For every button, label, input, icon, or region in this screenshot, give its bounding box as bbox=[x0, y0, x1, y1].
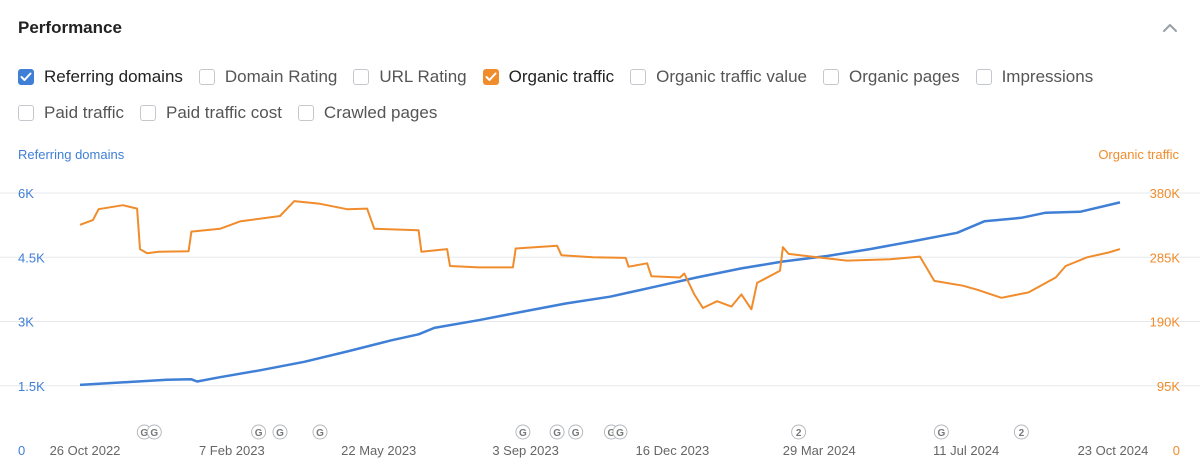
metric-selector: Referring domains Domain Rating URL Rati… bbox=[18, 66, 1188, 138]
marker-label: 2 bbox=[1019, 428, 1025, 439]
metric-label: Referring domains bbox=[44, 67, 183, 86]
marker-label: G bbox=[572, 428, 580, 439]
google-update-marker: G bbox=[933, 424, 949, 440]
metric-url-rating[interactable]: URL Rating bbox=[353, 67, 467, 87]
metric-label: URL Rating bbox=[379, 67, 467, 86]
metric-organic-pages[interactable]: Organic pages bbox=[823, 67, 960, 87]
x-tick-label: 7 Feb 2023 bbox=[199, 443, 265, 458]
checkbox-checked[interactable] bbox=[482, 69, 499, 85]
marker-circle bbox=[549, 424, 565, 440]
google-update-marker: G bbox=[515, 424, 531, 440]
section-title: Performance bbox=[18, 18, 122, 37]
marker-label: G bbox=[276, 428, 284, 439]
checkbox[interactable] bbox=[18, 105, 34, 121]
marker-circle bbox=[272, 424, 288, 440]
google-update-marker: G bbox=[568, 424, 584, 440]
metric-label: Organic traffic bbox=[508, 67, 615, 86]
metric-crawled-pages[interactable]: Crawled pages bbox=[297, 103, 438, 123]
metric-label: Paid traffic cost bbox=[166, 103, 282, 122]
marker-circle bbox=[146, 424, 162, 440]
left-tick-label: 6K bbox=[18, 186, 34, 201]
annotation-count-marker: 2 bbox=[1013, 424, 1029, 440]
checkmark-icon bbox=[485, 72, 497, 81]
metric-label: Impressions bbox=[1001, 67, 1094, 86]
google-update-marker: G bbox=[251, 424, 267, 440]
metric-organic-traffic-value[interactable]: Organic traffic value bbox=[630, 67, 807, 87]
metric-label: Domain Rating bbox=[224, 67, 338, 86]
metric-paid-traffic[interactable]: Paid traffic bbox=[18, 103, 124, 123]
left-tick-label: 1.5K bbox=[18, 379, 45, 394]
marker-circle bbox=[933, 424, 949, 440]
metric-label: Paid traffic bbox=[44, 103, 125, 122]
google-update-marker: G bbox=[549, 424, 565, 440]
metric-label: Organic traffic value bbox=[656, 67, 807, 86]
right-tick-label: 380K bbox=[1150, 186, 1181, 201]
google-update-marker: G bbox=[272, 424, 288, 440]
checkbox[interactable] bbox=[297, 105, 314, 121]
marker-circle bbox=[612, 424, 628, 440]
marker-circle bbox=[568, 424, 584, 440]
checkmark-icon bbox=[20, 72, 32, 81]
x-tick-label: 29 Mar 2024 bbox=[783, 443, 856, 458]
right-axis-title: Organic traffic bbox=[1098, 147, 1179, 162]
x-tick-label: 26 Oct 2022 bbox=[50, 443, 121, 458]
checkbox[interactable] bbox=[198, 69, 215, 85]
marker-label: G bbox=[608, 428, 616, 439]
metric-impressions[interactable]: Impressions bbox=[975, 67, 1094, 87]
marker-circle bbox=[251, 424, 267, 440]
marker-circle bbox=[1013, 424, 1029, 440]
checkbox[interactable] bbox=[353, 69, 370, 85]
x-tick-label: 23 Oct 2024 bbox=[1078, 443, 1149, 458]
x-tick-label: 16 Dec 2023 bbox=[636, 443, 710, 458]
marker-label: 2 bbox=[796, 428, 802, 439]
x-tick-label: 22 May 2023 bbox=[341, 443, 416, 458]
left-tick-label: 0 bbox=[18, 443, 25, 458]
marker-label: G bbox=[316, 428, 324, 439]
right-tick-label: 285K bbox=[1150, 250, 1181, 265]
marker-circle bbox=[312, 424, 328, 440]
metric-row-1: Referring domains Domain Rating URL Rati… bbox=[18, 66, 1188, 88]
series-line-referring-domains bbox=[79, 201, 1121, 387]
metric-organic-traffic[interactable]: Organic traffic bbox=[482, 67, 615, 87]
google-update-marker: G bbox=[612, 424, 628, 440]
marker-label: G bbox=[140, 428, 148, 439]
marker-label: G bbox=[519, 428, 527, 439]
right-tick-label: 0 bbox=[1173, 443, 1180, 458]
checkbox[interactable] bbox=[823, 69, 839, 85]
metric-domain-rating[interactable]: Domain Rating bbox=[198, 67, 338, 87]
left-tick-label: 3K bbox=[18, 315, 34, 330]
x-tick-label: 11 Jul 2024 bbox=[933, 443, 999, 458]
marker-label: G bbox=[938, 428, 946, 439]
marker-label: G bbox=[150, 428, 158, 439]
google-update-marker: G bbox=[312, 424, 328, 440]
marker-label: G bbox=[553, 428, 561, 439]
right-tick-label: 190K bbox=[1150, 315, 1181, 330]
checkbox[interactable] bbox=[975, 69, 992, 85]
metric-referring-domains[interactable]: Referring domains bbox=[18, 67, 183, 87]
google-update-marker: G bbox=[146, 424, 162, 440]
metric-label: Crawled pages bbox=[323, 103, 438, 122]
metric-label: Organic pages bbox=[849, 67, 960, 86]
checkbox[interactable] bbox=[630, 69, 647, 85]
metric-paid-traffic-cost[interactable]: Paid traffic cost bbox=[140, 103, 282, 123]
checkbox-checked[interactable] bbox=[18, 69, 34, 85]
collapse-chevron-icon[interactable] bbox=[1160, 20, 1180, 36]
x-tick-label: 3 Sep 2023 bbox=[492, 443, 559, 458]
right-tick-label: 95K bbox=[1157, 379, 1180, 394]
series-line-organic-traffic bbox=[79, 200, 1121, 311]
marker-label: G bbox=[616, 428, 624, 439]
marker-circle bbox=[791, 424, 807, 440]
marker-label: G bbox=[255, 428, 263, 439]
marker-circle bbox=[515, 424, 531, 440]
annotation-count-marker: 2 bbox=[791, 424, 807, 440]
left-tick-label: 4.5K bbox=[18, 250, 45, 265]
metric-row-2: Paid traffic Paid traffic cost Crawled p… bbox=[18, 102, 1188, 124]
left-axis-title: Referring domains bbox=[18, 147, 125, 162]
checkbox[interactable] bbox=[140, 105, 157, 121]
